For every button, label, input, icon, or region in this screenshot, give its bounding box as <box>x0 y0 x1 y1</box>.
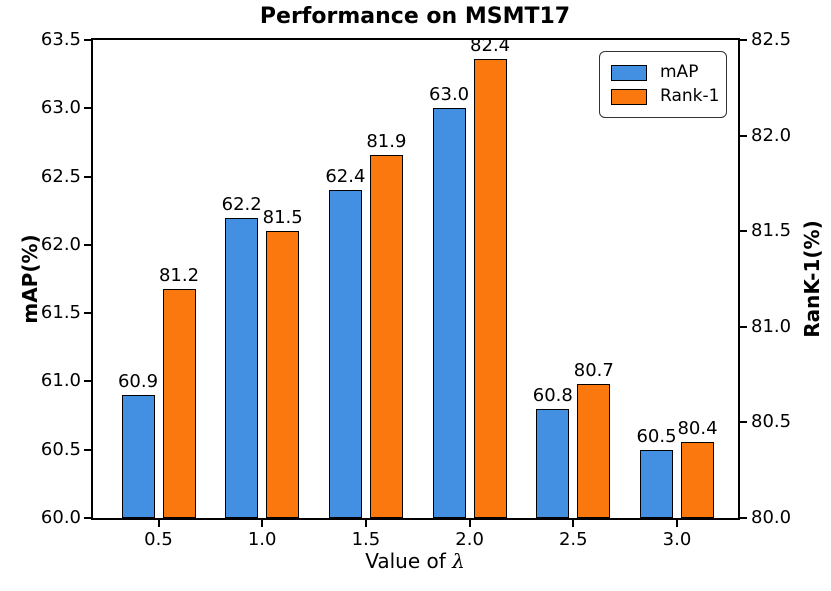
x-tick-mark <box>572 520 575 527</box>
bar-Rank-1-1.0 <box>266 231 300 518</box>
bar-Rank-1-2.5 <box>577 384 611 518</box>
legend-label-map: mAP <box>660 62 699 82</box>
left-tick-mark <box>84 243 91 246</box>
bar-mAP-1.0 <box>225 217 259 518</box>
x-tick-mark <box>364 520 367 527</box>
value-label-mAP-0.5: 60.9 <box>117 371 159 393</box>
bar-Rank-1-3.0 <box>681 441 714 518</box>
x-tick-mark <box>157 520 160 527</box>
left-tick-label: 63.0 <box>40 97 81 119</box>
value-label-Rank-1-2.0: 82.4 <box>470 35 511 57</box>
x-tick-mark <box>468 520 471 527</box>
left-tick-label: 62.5 <box>40 165 81 187</box>
bar-mAP-0.5 <box>121 395 155 518</box>
bar-Rank-1-0.5 <box>162 288 196 518</box>
legend: mAP Rank-1 <box>599 51 727 118</box>
x-tick-mark <box>676 520 678 527</box>
right-tick-mark <box>740 421 747 424</box>
right-tick-mark <box>740 230 747 233</box>
right-tick-mark <box>740 39 747 41</box>
x-tick-label: 0.5 <box>144 529 173 550</box>
value-label-Rank-1-1.0: 81.5 <box>262 207 303 229</box>
right-tick-label: 81.0 <box>751 315 792 337</box>
value-label-mAP-1.0: 62.2 <box>221 193 262 215</box>
value-label-mAP-1.5: 62.4 <box>325 166 366 188</box>
left-tick-mark <box>84 517 91 519</box>
bar-Rank-1-1.5 <box>369 154 403 518</box>
x-tick-label: 3.0 <box>662 529 692 550</box>
right-tick-label: 80.5 <box>751 411 792 433</box>
x-tick-label: 1.5 <box>351 529 381 550</box>
lambda-symbol: λ <box>452 549 465 573</box>
value-label-Rank-1-1.5: 81.9 <box>366 130 407 152</box>
legend-swatch-rank1 <box>611 88 647 105</box>
value-label-mAP-2.0: 63.0 <box>429 84 470 106</box>
left-tick-mark <box>84 312 91 315</box>
value-label-Rank-1-0.5: 81.2 <box>158 264 200 286</box>
x-tick-label: 2.0 <box>455 529 484 550</box>
left-tick-label: 61.0 <box>40 370 81 392</box>
legend-item-rank1: Rank-1 <box>611 86 719 107</box>
left-tick-label: 63.5 <box>40 29 81 50</box>
value-label-mAP-3.0: 60.5 <box>636 425 677 447</box>
legend-swatch-map <box>611 64 647 81</box>
left-tick-label: 62.0 <box>40 233 81 255</box>
right-tick-mark <box>740 134 747 137</box>
left-tick-mark <box>84 107 91 110</box>
right-tick-label: 82.5 <box>751 29 792 50</box>
x-axis-label-text: Value of <box>365 549 453 573</box>
legend-label-rank1: Rank-1 <box>660 86 720 106</box>
right-tick-mark <box>740 517 747 519</box>
value-label-Rank-1-3.0: 80.4 <box>677 417 718 439</box>
x-tick-label: 2.5 <box>558 529 588 550</box>
right-tick-label: 80.0 <box>751 507 792 528</box>
right-tick-label: 81.5 <box>751 220 792 242</box>
right-tick-mark <box>740 325 747 328</box>
bar-mAP-2.0 <box>432 108 466 518</box>
plot-area: mAP Rank-1 63.5 63.0 62.5 62.0 61.5 61.0 60.5 6… <box>41 29 791 550</box>
x-tick-mark <box>261 520 264 527</box>
left-tick-mark <box>84 39 91 41</box>
bar-Rank-1-2.0 <box>473 59 507 518</box>
left-tick-mark <box>84 175 91 178</box>
left-tick-mark <box>84 380 91 383</box>
x-tick-label: 1.0 <box>247 529 277 550</box>
left-tick-mark <box>84 448 91 451</box>
legend-item-map: mAP <box>611 62 715 83</box>
bar-mAP-2.5 <box>536 408 570 518</box>
x-axis-label: Value of λ <box>365 549 465 573</box>
left-tick-label: 61.5 <box>40 302 81 324</box>
bar-mAP-1.5 <box>328 190 362 518</box>
right-tick-label: 82.0 <box>751 124 792 146</box>
value-label-mAP-2.5: 60.8 <box>532 384 573 406</box>
chart-title: Performance on MSMT17 <box>259 4 571 29</box>
left-tick-label: 60.0 <box>40 507 81 528</box>
value-label-Rank-1-2.5: 80.7 <box>573 360 614 382</box>
bar-mAP-3.0 <box>640 449 673 518</box>
left-tick-label: 60.5 <box>40 438 81 460</box>
